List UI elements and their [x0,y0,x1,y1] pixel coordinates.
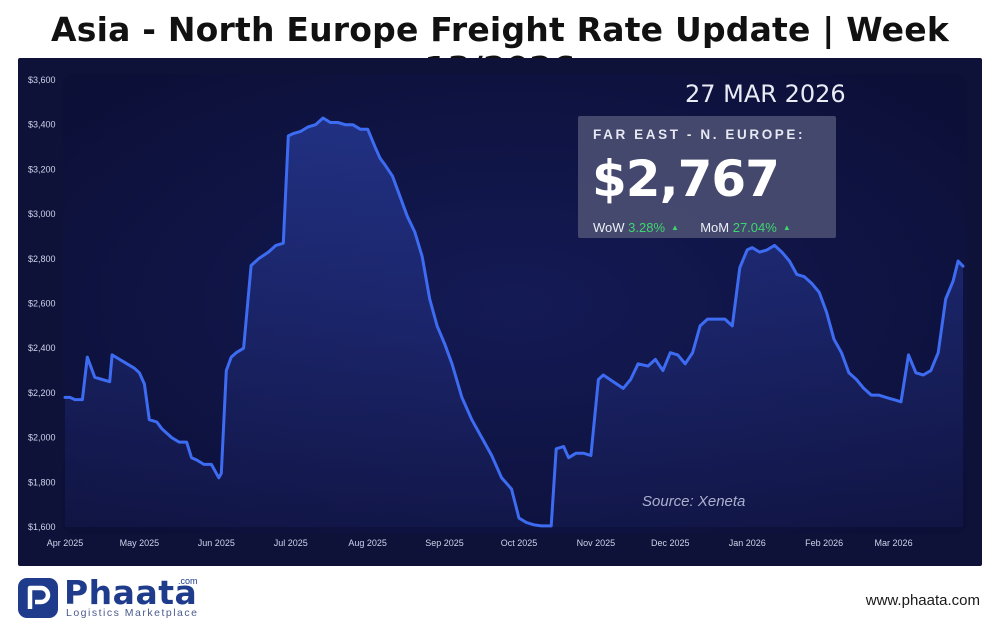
y-tick-label: $3,200 [28,164,56,174]
x-tick-label: Feb 2026 [805,538,843,548]
wow-up-arrow-icon: ▲ [671,223,679,232]
y-tick-label: $2,800 [28,254,56,264]
y-axis: $1,600 $1,800 $2,000 $2,200 $2,400 $2,600 $2,8… [28,75,56,532]
y-tick-label: $3,600 [28,75,56,85]
x-tick-label: Sep 2025 [425,538,464,548]
footer-logo[interactable]: Phaata .com Logistics Marketplace [18,573,218,620]
x-tick-label: Jan 2026 [729,538,766,548]
phaata-logo-icon [18,578,58,618]
x-tick-label: Jun 2025 [198,538,235,548]
x-axis: Apr 2025 May 2025 Jun 2025 Jul 2025 Aug 2025… [47,538,913,548]
x-tick-label: Mar 2026 [875,538,913,548]
mom-value: 27.04% [732,220,777,235]
y-tick-label: $3,000 [28,209,56,219]
y-tick-label: $3,400 [28,120,56,130]
wow-value: 3.28% [628,220,666,235]
y-tick-label: $2,600 [28,299,56,309]
logo-name: Phaata [64,573,198,612]
route-label: FAR EAST - N. EUROPE: [593,127,806,142]
x-tick-label: Nov 2025 [577,538,616,548]
x-tick-label: Oct 2025 [501,538,538,548]
change-row: WoW 3.28% ▲ MoM 27.04% ▲ [593,220,791,235]
area-fill [65,118,963,527]
logo-tagline: Logistics Marketplace [66,607,199,619]
mom-label: MoM [700,220,730,235]
y-tick-label: $2,200 [28,388,56,398]
footer-url[interactable]: www.phaata.com [865,592,980,609]
report-date: 27 MAR 2026 [685,80,846,108]
x-tick-label: Dec 2025 [651,538,690,548]
x-tick-label: Apr 2025 [47,538,84,548]
logo-com: .com [178,576,198,586]
mom-up-arrow-icon: ▲ [782,223,791,232]
chart-frame: Phaata .com Logistics Marketplace $1,600… [18,58,982,566]
wow-label: WoW [593,220,625,235]
current-price: $2,767 [592,150,780,208]
series-line [63,116,965,528]
y-tick-label: $2,000 [28,433,56,443]
x-tick-label: May 2025 [120,538,160,548]
y-tick-label: $1,800 [28,477,56,487]
rate-info-box: FAR EAST - N. EUROPE: $2,767 WoW 3.28% ▲ … [578,116,836,238]
source-label: Source: Xeneta [642,493,746,510]
y-tick-label: $1,600 [28,522,56,532]
x-tick-label: Jul 2025 [274,538,308,548]
freight-rate-chart: $1,600 $1,800 $2,000 $2,200 $2,400 $2,600 $2,8… [28,74,967,548]
x-tick-label: Aug 2025 [348,538,387,548]
y-tick-label: $2,400 [28,343,56,353]
